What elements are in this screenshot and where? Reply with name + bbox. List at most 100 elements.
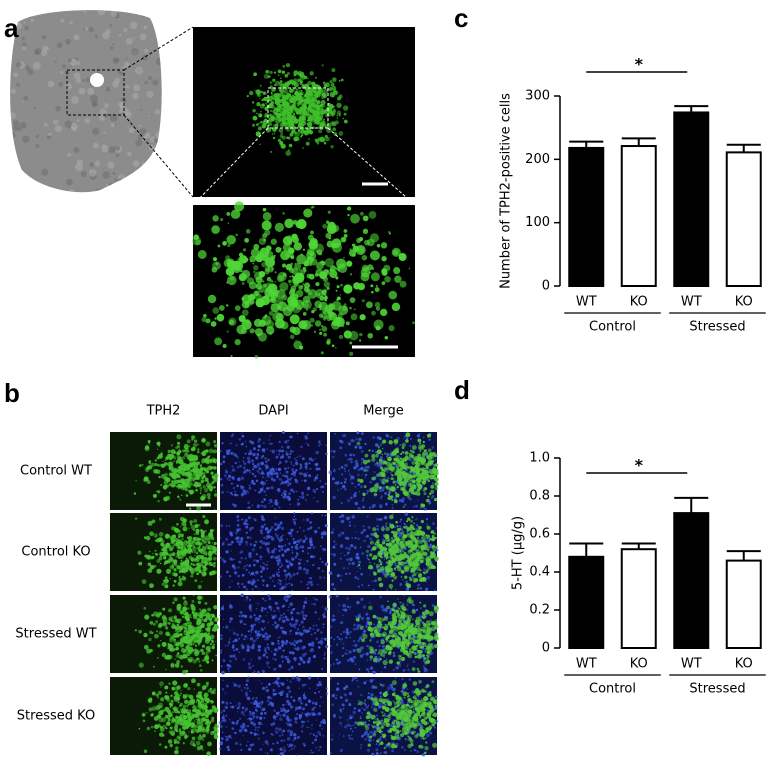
- cell: [158, 531, 164, 537]
- cell: [417, 583, 421, 587]
- texture: [14, 2, 20, 8]
- cell: [325, 220, 330, 224]
- cell: [201, 609, 205, 613]
- cell: [294, 644, 296, 647]
- cell: [297, 562, 301, 565]
- cell: [250, 581, 255, 586]
- cell: [271, 267, 274, 270]
- texture: [70, 65, 73, 68]
- cell: [413, 567, 417, 571]
- cell: [306, 568, 310, 572]
- cell: [404, 435, 407, 438]
- cell: [372, 527, 377, 532]
- cell: [361, 432, 364, 435]
- cell: [281, 548, 284, 551]
- zoom-line: [123, 114, 194, 198]
- cell: [238, 477, 241, 480]
- cell: [315, 104, 321, 109]
- cell: [278, 610, 281, 612]
- cell: [307, 90, 312, 95]
- cell: [254, 618, 258, 622]
- cell: [321, 261, 326, 266]
- cell: [273, 132, 276, 135]
- cell: [383, 570, 385, 572]
- cell: [192, 468, 196, 471]
- cell: [396, 558, 400, 562]
- cell: [158, 556, 163, 561]
- cell: [394, 443, 397, 446]
- cell: [276, 475, 279, 479]
- cell: [434, 477, 439, 482]
- cell: [273, 522, 278, 527]
- cell: [197, 564, 202, 569]
- cell: [173, 451, 177, 455]
- cell: [209, 552, 211, 554]
- cell: [433, 497, 438, 502]
- cell: [332, 545, 336, 549]
- cell: [177, 466, 180, 469]
- cell: [283, 495, 288, 499]
- cell: [186, 468, 190, 472]
- cell: [402, 506, 405, 508]
- texture: [146, 163, 151, 168]
- cell: [262, 486, 264, 489]
- cell: [245, 229, 251, 234]
- cell: [197, 541, 201, 545]
- cell: [403, 457, 408, 462]
- texture: [35, 134, 40, 139]
- texture: [32, 61, 41, 70]
- cell: [406, 469, 409, 471]
- cell: [189, 613, 192, 616]
- cell: [321, 536, 324, 539]
- cell: [432, 464, 435, 467]
- cell: [232, 644, 235, 647]
- cell: [215, 654, 217, 657]
- cell: [253, 265, 259, 271]
- cell: [329, 80, 333, 83]
- cell: [318, 576, 322, 579]
- cell: [334, 481, 338, 485]
- cell: [354, 445, 358, 449]
- cell: [266, 479, 268, 482]
- cell: [295, 546, 298, 548]
- cell: [299, 466, 303, 469]
- cell: [159, 562, 162, 565]
- cell: [239, 619, 243, 624]
- cell: [275, 118, 281, 124]
- cell: [377, 569, 381, 573]
- cell: [270, 450, 272, 452]
- cell: [360, 572, 364, 576]
- texture: [118, 33, 122, 37]
- cell: [391, 524, 395, 529]
- texture: [148, 13, 153, 18]
- cell: [336, 285, 340, 289]
- cell: [321, 514, 324, 517]
- cell: [317, 117, 321, 120]
- cell: [253, 518, 257, 522]
- cell: [246, 598, 248, 601]
- cell: [329, 269, 338, 279]
- cell: [266, 93, 268, 95]
- cell: [238, 252, 244, 257]
- cell: [227, 474, 232, 478]
- cell: [357, 473, 360, 477]
- texture: [73, 147, 80, 154]
- cell: [385, 561, 388, 564]
- cell: [202, 550, 206, 555]
- cell: [418, 433, 421, 435]
- cell: [290, 298, 299, 307]
- cell: [234, 461, 237, 465]
- cell: [325, 113, 330, 118]
- cell: [304, 597, 308, 600]
- cell: [282, 95, 286, 98]
- cell: [261, 669, 266, 674]
- cell: [188, 625, 193, 629]
- texture: [105, 86, 112, 92]
- cell: [196, 559, 199, 562]
- cell: [262, 584, 265, 586]
- cell: [231, 265, 236, 270]
- cell: [359, 546, 362, 549]
- cell: [228, 449, 231, 452]
- cell: [164, 584, 169, 589]
- cell: [359, 567, 362, 570]
